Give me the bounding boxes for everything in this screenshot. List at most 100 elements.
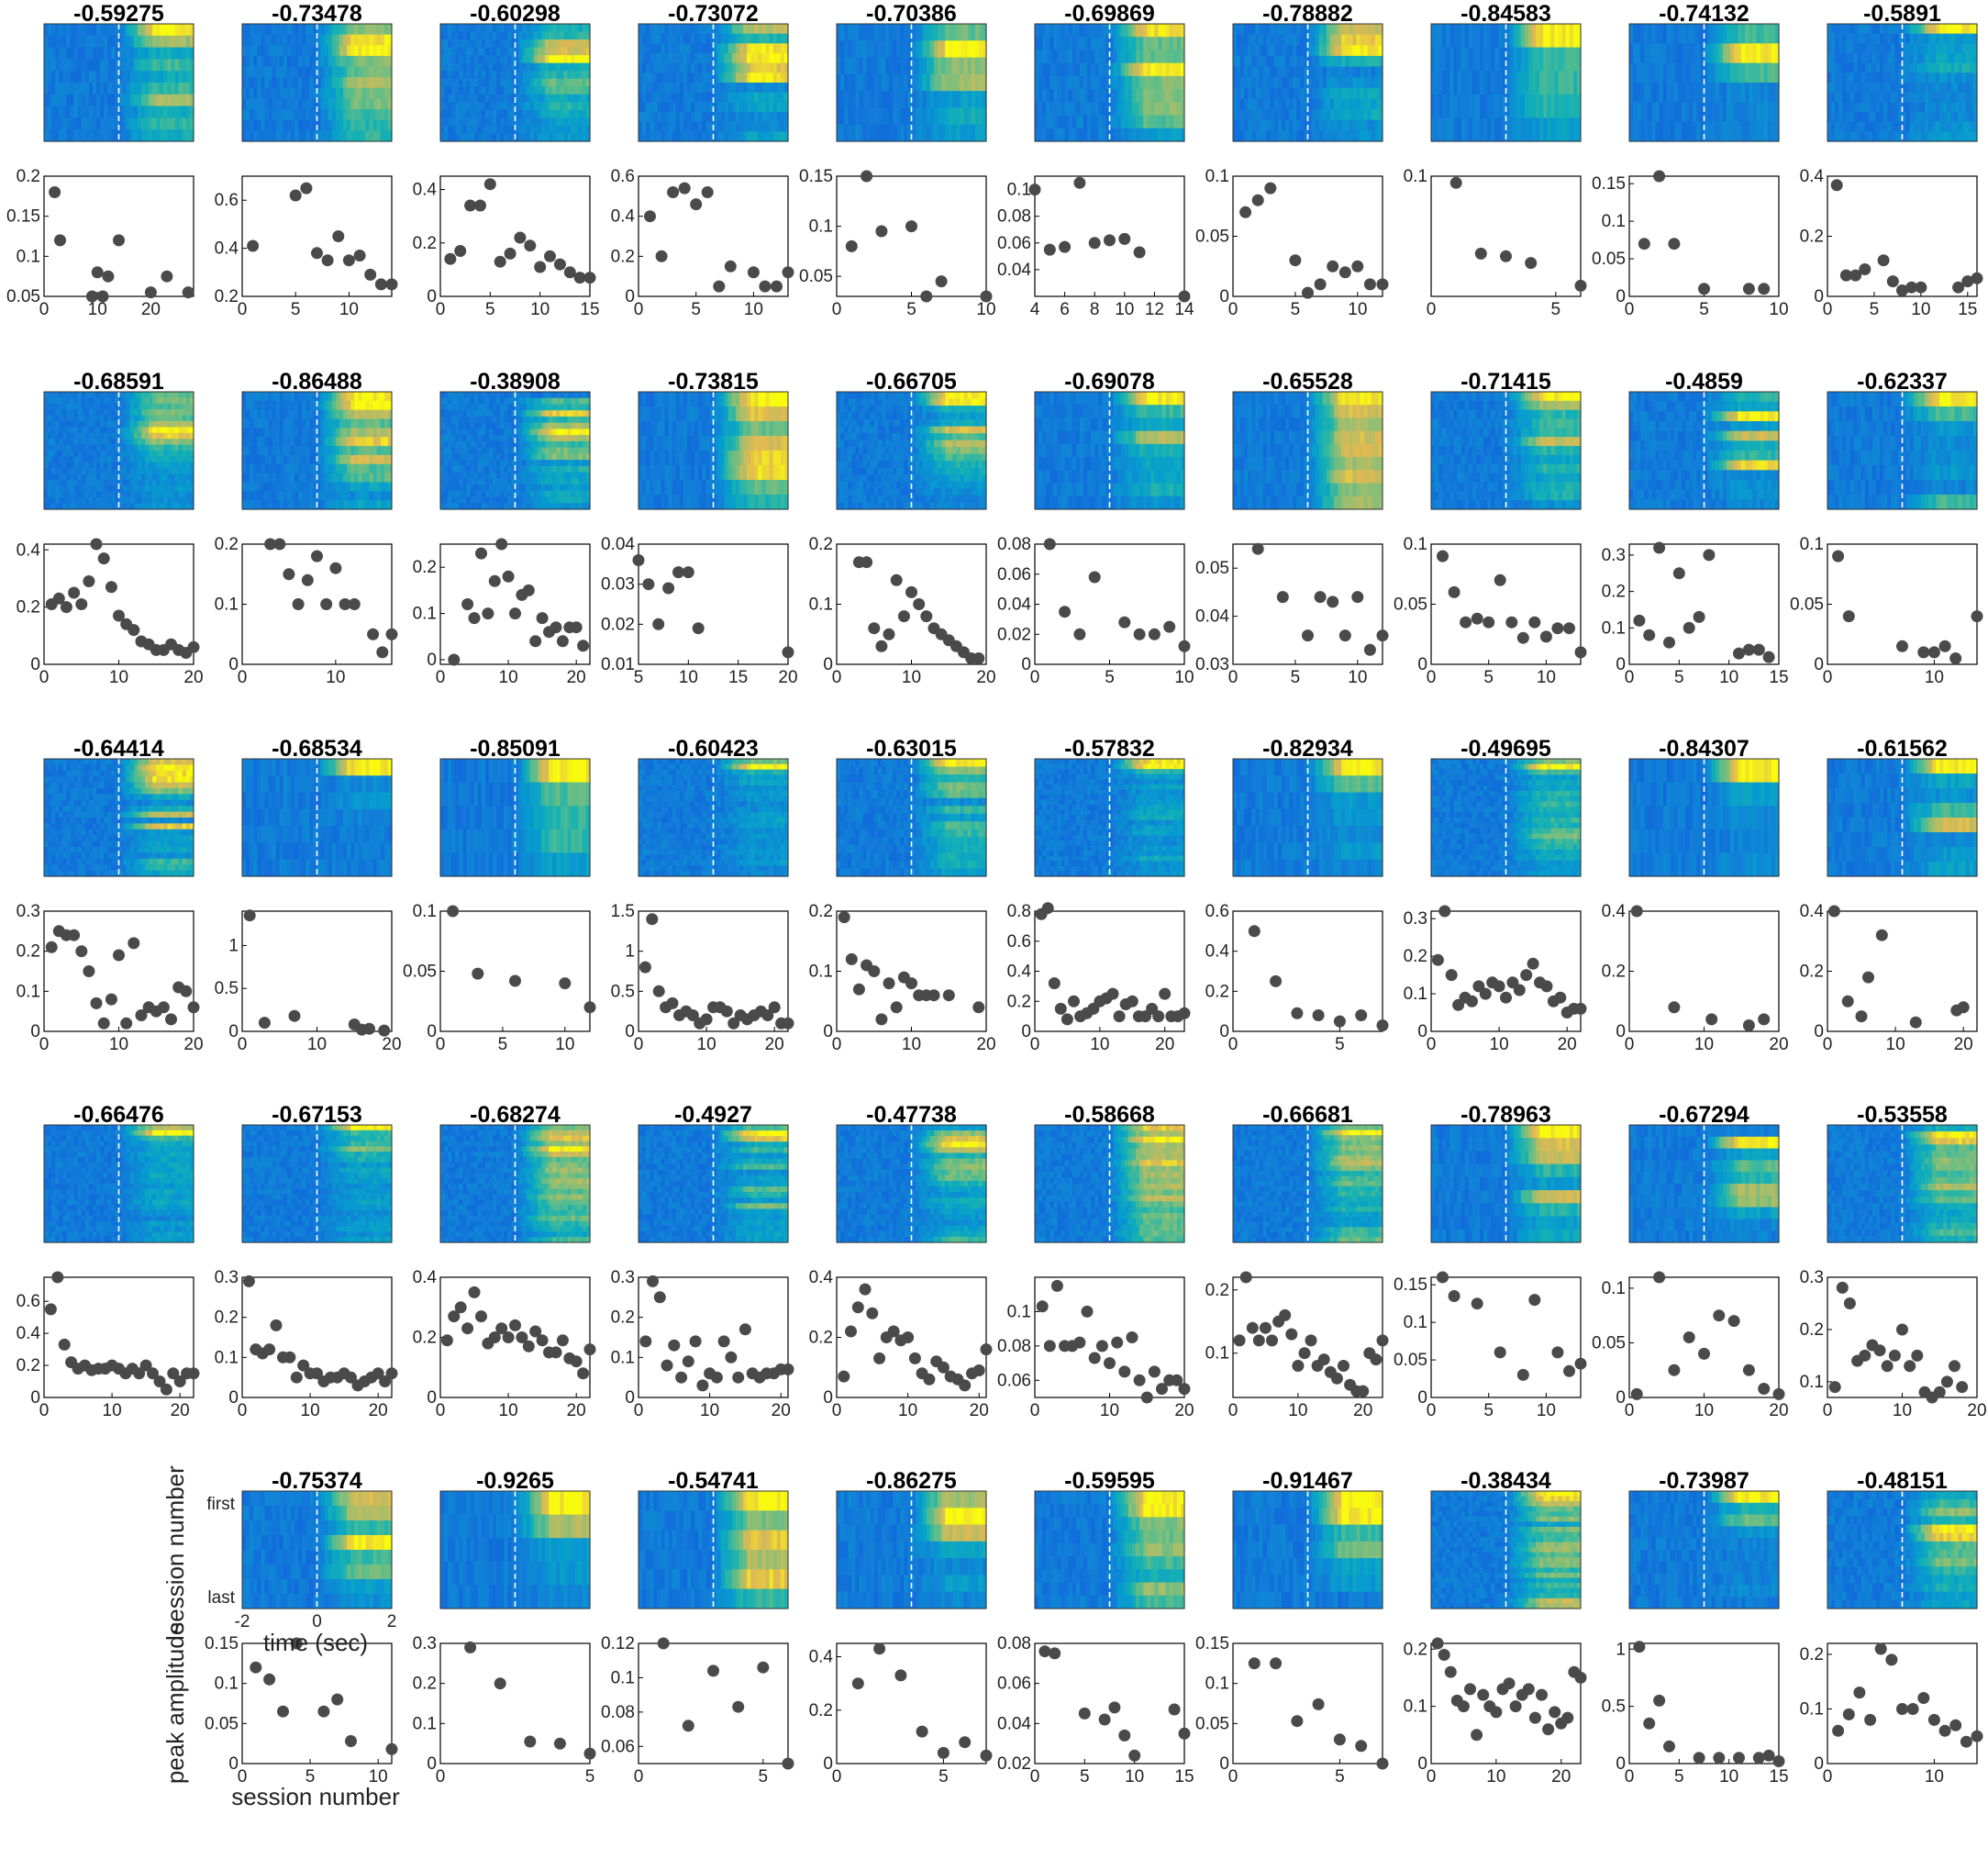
heatmap-cell [448,62,452,72]
heatmap-cell [1670,24,1675,44]
heatmap-cell [88,397,94,405]
heatmap-cell [896,57,901,75]
heatmap-cell [59,409,63,417]
heatmap-cell [1842,72,1847,83]
heatmap-cell [1550,47,1556,72]
heatmap-cell [1849,62,1855,73]
heatmap-cell [1763,24,1769,44]
heatmap-cell [552,94,557,103]
heatmap-cell [963,57,969,75]
heatmap-cell [1255,98,1261,110]
heatmap-cell [107,491,112,498]
heatmap-cell [1939,131,1944,142]
heatmap-cell [1950,121,1956,132]
heatmap-cell [73,392,79,398]
heatmap-cell [515,39,520,49]
heatmap-cell [290,66,295,78]
heatmap-cell [354,77,359,89]
heatmap-cell [477,94,483,103]
heatmap-cell [1326,34,1331,46]
heatmap-cell [163,480,169,486]
heatmap-cell [1536,24,1540,49]
heatmap-cell [66,503,72,510]
heatmap-cell [70,491,75,498]
heatmap-cell [840,24,845,41]
heatmap-cell [720,62,726,73]
heatmap-cell [668,43,673,54]
heatmap-cell [1666,24,1671,44]
heatmap-cell [493,78,497,87]
heatmap-cell [55,415,60,422]
heatmap-cell [268,109,273,121]
heatmap-cell [1053,37,1059,51]
heatmap-cell [1831,62,1836,73]
heatmap-cell [507,109,513,118]
heatmap-cell [668,24,673,35]
heatmap-cell [88,35,94,49]
heatmap-cell [160,117,164,130]
heatmap-cell [1326,45,1331,57]
heatmap-cell [1920,72,1926,83]
heatmap-cell [1972,102,1978,113]
heatmap-cell [1083,128,1088,142]
heatmap-cell [541,94,546,103]
heatmap-cell [1083,62,1088,77]
heatmap-cell [1270,45,1275,57]
heatmap-cell [1143,102,1148,117]
heatmap-cell [77,421,83,428]
heatmap-cell [1240,55,1245,68]
heatmap-cell [73,485,79,493]
heatmap-cell [163,83,169,95]
heatmap-cell [1273,77,1279,89]
heatmap-cell [48,397,52,405]
heatmap-cell [1767,121,1772,142]
heatmap-cell [73,94,79,107]
heatmap-cell [111,485,117,493]
heatmap-cell [541,62,546,72]
heatmap-cell [347,24,351,36]
heatmap-cell [1453,117,1459,142]
heatmap-cell [481,125,486,135]
heatmap-cell [55,83,60,95]
heatmap-cell [137,421,142,428]
heatmap-cell [675,33,681,44]
heatmap-cell [1158,24,1163,38]
heatmap-cell [182,415,187,422]
heatmap-cell [1864,53,1870,64]
heatmap-cell [107,451,112,457]
heatmap-cell [571,133,576,142]
heatmap-cell [776,131,782,142]
heatmap-cell [365,55,371,68]
heatmap-cell [578,71,583,80]
heatmap-cell [1345,109,1349,121]
data-point [1877,254,1890,267]
heatmap-cell [1936,131,1940,142]
heatmap-cell [556,109,561,118]
heatmap-cell [178,427,183,434]
heatmap-cell [1172,102,1178,117]
heatmap-cell [1536,47,1540,72]
heatmap-cell [73,427,79,434]
heatmap-cell [1176,75,1182,90]
heatmap-cell [1367,45,1372,57]
heatmap-cell [1965,24,1971,35]
data-point [1638,238,1650,250]
heatmap-cell [518,47,524,56]
heatmap-cell [1838,121,1843,132]
heatmap-cell [1842,121,1847,132]
heatmap-cell [250,34,254,46]
heatmap-cell [1161,24,1167,38]
heatmap-cell [1127,102,1133,117]
heatmap-cell [167,432,172,440]
heatmap-cell [1965,62,1971,73]
heatmap-cell [488,78,494,87]
heatmap-cell [493,55,497,64]
heatmap-cell [1730,121,1735,142]
heatmap-cell [929,24,935,41]
heatmap-cell [174,473,180,481]
heatmap-cell [533,94,539,103]
heatmap-cell [1356,130,1361,142]
heatmap-cell [743,121,748,132]
heatmap-cell [1113,37,1118,51]
heatmap-cell [55,439,60,446]
